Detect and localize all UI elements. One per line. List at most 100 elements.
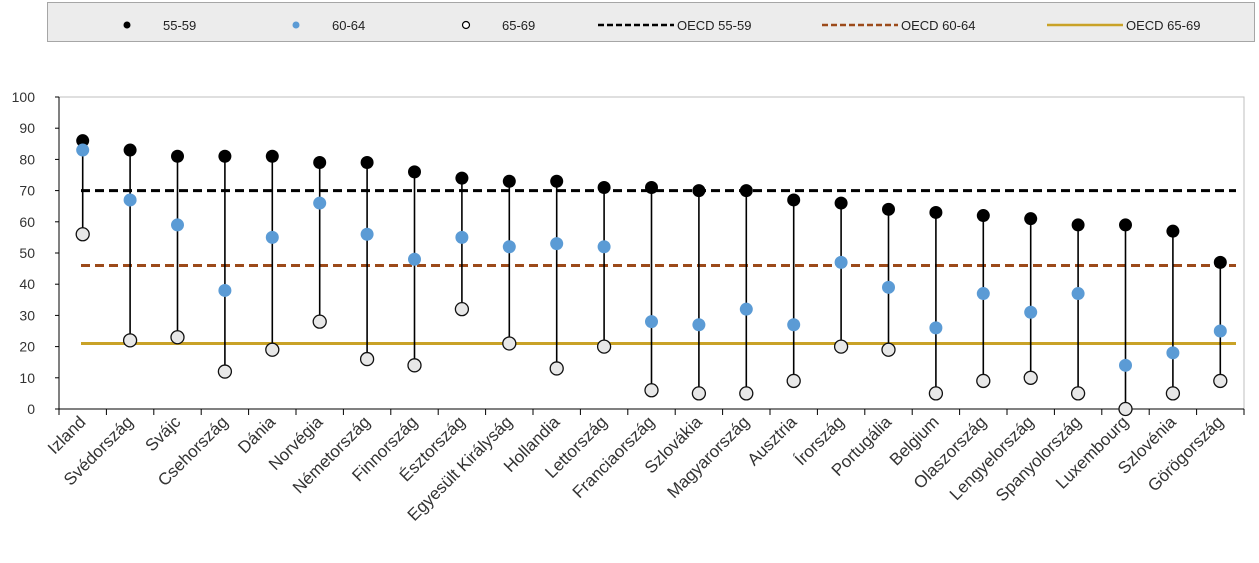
data-point-55-59 — [455, 171, 469, 185]
data-point-65-69 — [976, 373, 991, 389]
data-point-60-64 — [929, 321, 943, 335]
data-point-65-69 — [312, 314, 327, 329]
data-point-60-64 — [787, 318, 801, 332]
data-point-55-59 — [692, 184, 706, 198]
legend-55-59-marker — [123, 21, 131, 29]
data-point-65-69 — [1070, 386, 1086, 401]
chart-legend — [47, 2, 1255, 42]
legend-65-69-label: 65-69 — [502, 18, 535, 33]
data-point-60-64 — [645, 315, 658, 329]
data-point-55-59 — [597, 180, 611, 194]
data-point-55-59 — [882, 202, 895, 216]
y-tick-label: 10 — [19, 370, 35, 386]
data-point-60-64 — [313, 196, 327, 210]
data-point-60-64 — [171, 218, 184, 232]
y-tick-label: 90 — [19, 120, 35, 136]
data-point-55-59 — [123, 143, 137, 157]
x-category-label: Franciaország — [569, 412, 659, 502]
data-point-65-69 — [928, 386, 944, 401]
data-point-60-64 — [882, 280, 895, 294]
data-point-55-59 — [408, 165, 421, 179]
data-point-65-69 — [1213, 373, 1228, 389]
data-point-55-59 — [976, 209, 990, 223]
data-point-60-64 — [976, 287, 990, 301]
x-category-label: Izland — [44, 412, 90, 458]
data-point-55-59 — [739, 184, 753, 198]
data-point-55-59 — [502, 174, 516, 188]
legend-oecd-65-69-label: OECD 65-69 — [1126, 18, 1200, 33]
y-tick-label: 20 — [19, 339, 35, 355]
legend-oecd-60-64-label: OECD 60-64 — [901, 18, 975, 33]
legend-oecd-55-59-label: OECD 55-59 — [677, 18, 751, 33]
data-point-55-59 — [1071, 218, 1085, 232]
data-point-65-69 — [881, 342, 896, 357]
data-point-65-69 — [833, 339, 849, 354]
data-point-60-64 — [550, 237, 564, 251]
data-point-65-69 — [549, 361, 564, 376]
data-point-65-69 — [122, 333, 138, 348]
data-point-60-64 — [1071, 287, 1085, 301]
data-point-60-64 — [265, 230, 279, 244]
data-point-60-64 — [455, 230, 469, 244]
data-point-60-64 — [76, 143, 90, 157]
data-point-60-64 — [1213, 324, 1227, 338]
legend-60-64-label: 60-64 — [332, 18, 365, 33]
y-tick-label: 70 — [19, 183, 35, 199]
data-point-60-64 — [692, 318, 706, 332]
data-point-55-59 — [929, 205, 943, 219]
data-point-65-69 — [407, 358, 422, 373]
data-point-55-59 — [1024, 212, 1038, 226]
y-tick-label: 80 — [19, 151, 35, 167]
y-tick-label: 60 — [19, 214, 35, 230]
data-point-55-59 — [171, 149, 184, 163]
data-point-55-59 — [645, 180, 658, 194]
data-point-55-59 — [313, 156, 327, 170]
data-point-60-64 — [1166, 346, 1180, 360]
data-point-60-64 — [360, 227, 374, 241]
legend-60-64-marker — [292, 21, 300, 29]
data-point-55-59 — [550, 174, 564, 188]
data-point-60-64 — [218, 283, 232, 297]
y-tick-label: 0 — [27, 401, 35, 417]
legend-55-59-label: 55-59 — [163, 18, 196, 33]
data-point-60-64 — [123, 193, 137, 207]
x-category-label: Ausztria — [744, 412, 801, 469]
data-point-55-59 — [1213, 255, 1227, 269]
y-tick-label: 50 — [19, 245, 35, 261]
data-point-65-69 — [596, 339, 612, 354]
data-point-65-69 — [454, 302, 470, 317]
data-point-60-64 — [1024, 305, 1038, 319]
y-tick-label: 40 — [19, 276, 35, 292]
x-category-label: Spanyolország — [992, 412, 1085, 505]
data-point-60-64 — [502, 240, 516, 254]
data-point-65-69 — [1023, 370, 1038, 385]
data-point-65-69 — [786, 373, 801, 389]
x-category-label: Magyarország — [664, 412, 754, 502]
data-point-60-64 — [1119, 358, 1132, 372]
data-point-65-69 — [691, 386, 707, 401]
data-point-65-69 — [502, 336, 517, 351]
data-point-65-69 — [170, 330, 185, 345]
y-tick-label: 30 — [19, 307, 35, 323]
y-tick-label: 100 — [12, 89, 36, 105]
data-point-55-59 — [834, 196, 848, 210]
data-point-60-64 — [408, 252, 421, 266]
data-point-60-64 — [597, 240, 611, 254]
data-point-65-69 — [644, 383, 659, 398]
x-category-label: Lengyelország — [946, 412, 1038, 504]
data-point-65-69 — [75, 227, 90, 242]
data-point-55-59 — [787, 193, 801, 207]
data-point-65-69 — [265, 342, 280, 357]
data-point-55-59 — [1166, 224, 1180, 238]
data-point-55-59 — [360, 156, 374, 170]
x-category-label: Dánia — [234, 412, 279, 457]
data-point-60-64 — [834, 255, 848, 269]
data-point-65-69 — [739, 386, 754, 401]
data-point-65-69 — [1118, 401, 1133, 417]
data-point-55-59 — [76, 134, 90, 148]
data-point-65-69 — [359, 351, 375, 367]
legend-65-69-marker — [461, 20, 471, 30]
data-point-65-69 — [1165, 386, 1181, 401]
data-point-55-59 — [1119, 218, 1132, 232]
